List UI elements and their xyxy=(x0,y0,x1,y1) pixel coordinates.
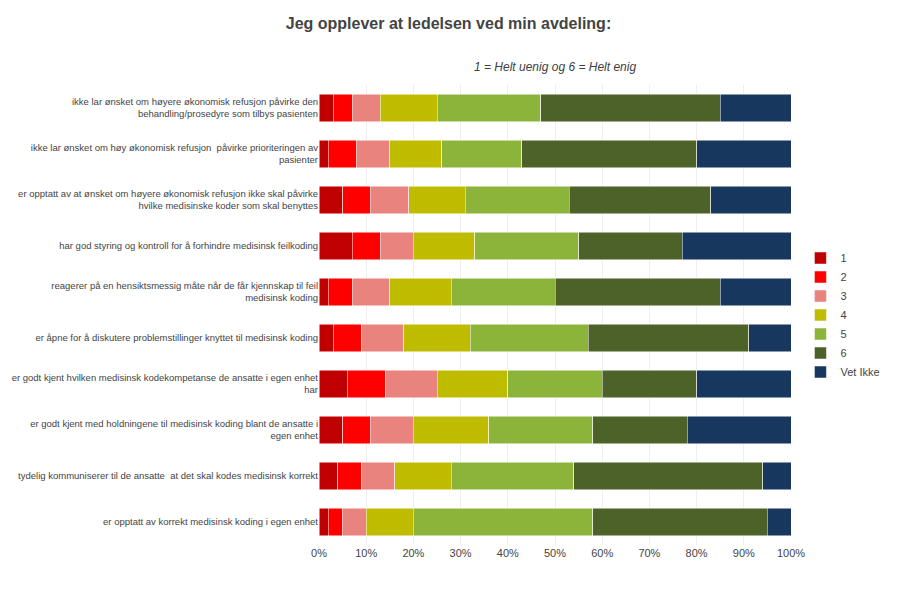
svg-text:1: 1 xyxy=(840,252,846,264)
svg-text:ikke lar ønsket om høyere økon: ikke lar ønsket om høyere økonomisk refu… xyxy=(72,96,318,119)
svg-text:1 = Helt uenig og 6 = Helt eni: 1 = Helt uenig og 6 = Helt enig xyxy=(474,60,636,74)
svg-text:reagerer på en hensiktsmessig: reagerer på en hensiktsmessig måte når d… xyxy=(51,280,318,303)
svg-text:er opptatt av at ønsket om høy: er opptatt av at ønsket om høyere økonom… xyxy=(18,188,318,211)
svg-text:2: 2 xyxy=(840,271,846,283)
svg-text:50%: 50% xyxy=(544,547,566,559)
svg-text:Jeg opplever at ledelsen ved m: Jeg opplever at ledelsen ved min avdelin… xyxy=(286,15,611,32)
svg-text:60%: 60% xyxy=(591,547,613,559)
svg-text:20%: 20% xyxy=(402,547,424,559)
svg-text:6: 6 xyxy=(840,347,846,359)
svg-text:er opptatt av korrekt medisins: er opptatt av korrekt medisinsk koding i… xyxy=(103,516,318,527)
svg-text:3: 3 xyxy=(840,290,846,302)
svg-text:Vet Ikke: Vet Ikke xyxy=(840,366,879,378)
svg-text:tydelig kommuniserer til de an: tydelig kommuniserer til de ansatte at d… xyxy=(18,470,318,481)
svg-text:10%: 10% xyxy=(355,547,377,559)
svg-text:90%: 90% xyxy=(733,547,755,559)
svg-text:ikke lar ønsket om høy økonomi: ikke lar ønsket om høy økonomisk refusjo… xyxy=(31,142,318,165)
svg-text:har god styring og kontroll fo: har god styring og kontroll for å forhin… xyxy=(59,240,318,251)
svg-text:100%: 100% xyxy=(777,547,805,559)
svg-text:40%: 40% xyxy=(497,547,519,559)
svg-text:0%: 0% xyxy=(311,547,327,559)
svg-text:er godt kjent med holdningene: er godt kjent med holdningene til medisi… xyxy=(30,418,318,441)
svg-text:80%: 80% xyxy=(686,547,708,559)
svg-text:4: 4 xyxy=(840,309,846,321)
svg-text:er godt kjent hvilken medisins: er godt kjent hvilken medisinsk kodekomp… xyxy=(12,372,319,395)
svg-text:er åpne for å diskutere proble: er åpne for å diskutere problemstillinge… xyxy=(36,332,319,343)
svg-text:5: 5 xyxy=(840,328,846,340)
svg-text:30%: 30% xyxy=(450,547,472,559)
svg-text:70%: 70% xyxy=(638,547,660,559)
